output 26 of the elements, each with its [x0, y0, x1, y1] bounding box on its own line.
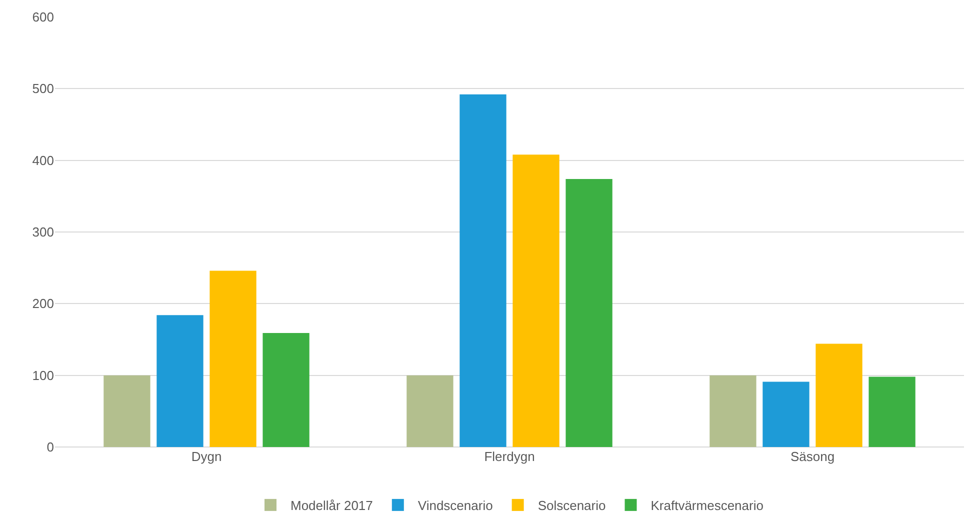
y-tick-label: 500: [32, 81, 54, 96]
legend-label: Modellår 2017: [290, 498, 373, 514]
y-tick-label: 600: [32, 10, 54, 25]
bar: [762, 382, 810, 447]
bar: [156, 315, 204, 447]
y-tick-label: 100: [32, 368, 54, 383]
legend-label: Solscenario: [538, 498, 606, 514]
bar: [262, 333, 310, 447]
y-tick-label: 0: [46, 440, 54, 455]
bar: [406, 375, 454, 447]
bar: [868, 376, 916, 447]
bar: [566, 178, 612, 447]
y-tick-label: 400: [32, 152, 54, 168]
legend-label: Vindscenario: [418, 498, 493, 514]
bar: [104, 375, 150, 447]
x-tick-label: Dygn: [191, 449, 222, 464]
bar: [460, 94, 506, 447]
x-tick-label: Flerdygn: [484, 449, 535, 464]
bar: [816, 344, 862, 447]
bar: [512, 154, 560, 447]
bar: [710, 375, 756, 447]
y-tick-label: 200: [32, 296, 54, 312]
bar: [210, 270, 256, 447]
legend-label: Kraftvärmescenario: [650, 498, 764, 514]
x-tick-label: Säsong: [790, 449, 835, 464]
y-tick-label: 300: [32, 224, 54, 240]
